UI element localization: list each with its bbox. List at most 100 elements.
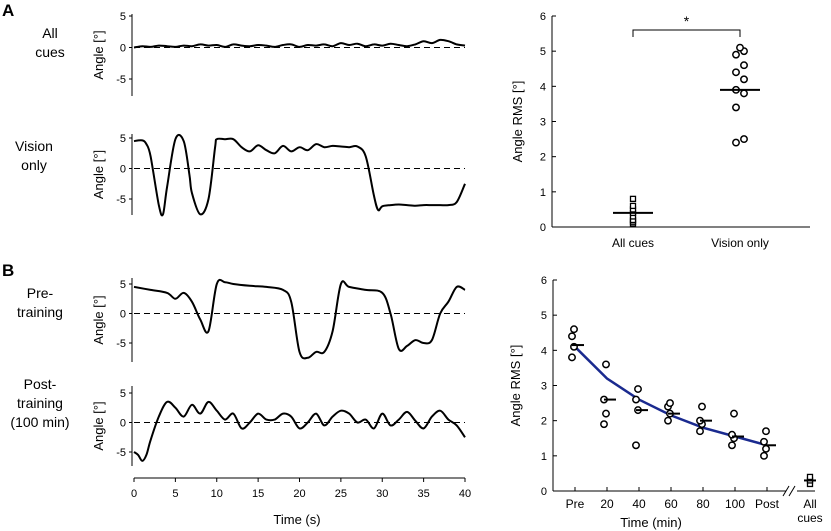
x-category-label: Pre	[566, 497, 585, 511]
data-point	[728, 441, 736, 450]
y-tick-label: 5	[541, 310, 547, 322]
data-point	[568, 353, 576, 362]
time-tick-label: 40	[459, 488, 471, 500]
y-tick-label: 2	[540, 152, 546, 164]
data-point-square	[629, 195, 637, 203]
data-point	[634, 385, 642, 393]
series-20	[600, 360, 616, 429]
time-tick-label: 30	[376, 488, 388, 500]
x-category-label: 20	[600, 497, 614, 511]
data-point-square	[806, 473, 814, 481]
trace-y-axis-label: Angle [°]	[91, 30, 106, 79]
data-point	[602, 409, 610, 418]
trace-row-label: Post-	[24, 376, 57, 392]
data-point	[736, 43, 744, 52]
axis-break-mark	[782, 485, 790, 497]
y-tick-label: 6	[540, 11, 546, 23]
trace-line	[133, 133, 466, 217]
y-tick-label: 4	[540, 81, 546, 93]
time-axis: 0 5 10 15 20 25 30 35 40	[131, 477, 471, 500]
significance-marker: *	[684, 13, 690, 29]
trace-y-tick-label: 5	[120, 388, 126, 400]
y-tick-label: 1	[541, 451, 547, 463]
x-category-label: 100	[725, 497, 745, 511]
data-point	[760, 451, 768, 460]
time-tick-label: 25	[335, 488, 347, 500]
data-point-square	[629, 202, 637, 210]
y-tick-label: 3	[541, 381, 547, 393]
data-point	[632, 395, 640, 404]
data-point	[740, 89, 748, 98]
data-point	[664, 416, 672, 425]
panel-label-b: B	[2, 261, 14, 280]
significance-bracket	[632, 29, 741, 37]
trace-y-tick-label: -5	[116, 74, 126, 86]
trace-row-label: All	[42, 25, 58, 41]
trace-y-tick-label: 0	[120, 309, 126, 321]
time-tick-label: 35	[418, 488, 430, 500]
y-tick-label: 0	[541, 486, 547, 498]
trace-line	[133, 400, 466, 462]
y-tick-label: 6	[541, 275, 547, 287]
trace-row-label: only	[21, 157, 47, 173]
time-tick-label: 10	[211, 488, 223, 500]
trace-row-2: Vision only 5 0 -5 Angle [°]	[15, 133, 466, 217]
x-category-label: All	[803, 497, 816, 511]
series-60	[664, 399, 680, 425]
trace-row-label: Pre-	[27, 285, 54, 301]
x-category-label: 60	[664, 497, 678, 511]
time-tick-label: 5	[172, 488, 178, 500]
x-category-label: 80	[696, 497, 710, 511]
trace-y-tick-label: 5	[120, 11, 126, 23]
data-point	[568, 332, 576, 341]
trace-y-axis-label: Angle [°]	[91, 401, 106, 450]
x-axis-label: Time (min)	[620, 515, 682, 530]
data-point	[600, 420, 608, 429]
trace-y-tick-label: 5	[120, 279, 126, 291]
data-point	[732, 68, 740, 77]
y-tick-label: 4	[541, 345, 547, 357]
time-trace-plots: All cues 5 0 -5 Angle [°] Vision only 5 0 -5 Angle …	[10, 11, 466, 466]
trace-row-3: Pre-training 5 0 -5 Angle [°]	[17, 278, 466, 362]
panel-label-a: A	[2, 1, 14, 20]
series-All cues	[804, 473, 816, 488]
x-category-label: 40	[632, 497, 646, 511]
trace-y-tick-label: 5	[120, 133, 126, 145]
trace-row-1: All cues 5 0 -5 Angle [°]	[35, 11, 466, 96]
trace-row-label: Vision	[15, 138, 53, 154]
x-category-label: Post	[755, 497, 780, 511]
trace-row-label: cues	[35, 44, 65, 60]
time-tick-label: 0	[131, 488, 137, 500]
trace-y-tick-label: 0	[120, 43, 126, 55]
x-category-label: All cues	[612, 236, 654, 250]
data-point	[632, 441, 640, 450]
trace-y-tick-label: -5	[116, 338, 126, 350]
y-axis-label: Angle RMS [°]	[508, 345, 523, 427]
trace-y-axis-label: Angle [°]	[91, 150, 106, 199]
series-40	[632, 385, 648, 450]
series-Pre	[568, 325, 584, 362]
data-point	[570, 325, 578, 334]
y-tick-label: 0	[540, 222, 546, 234]
data-point	[732, 138, 740, 147]
data-point	[696, 427, 704, 436]
series-80	[696, 402, 712, 436]
trace-y-axis-label: Angle [°]	[91, 295, 106, 344]
data-point	[762, 427, 770, 436]
trace-row-label: training	[17, 304, 63, 320]
trace-y-tick-label: -5	[116, 194, 126, 206]
data-point	[760, 437, 768, 446]
data-point	[602, 360, 610, 369]
time-axis-label: Time (s)	[273, 512, 320, 527]
axis-break-mark	[788, 485, 796, 497]
y-tick-label: 1	[540, 187, 546, 199]
trace-y-tick-label: 0	[120, 418, 126, 430]
x-category-label: Vision only	[711, 236, 769, 250]
data-point	[740, 75, 748, 84]
rms-chart-b: 0 1 2 3 4 5 6 Angle RMS [°] Pre 20 40 60 80 100 Post Al…	[508, 275, 823, 530]
time-tick-label: 20	[293, 488, 305, 500]
data-point	[666, 399, 674, 408]
data-point	[740, 135, 748, 144]
series-100	[728, 409, 744, 450]
